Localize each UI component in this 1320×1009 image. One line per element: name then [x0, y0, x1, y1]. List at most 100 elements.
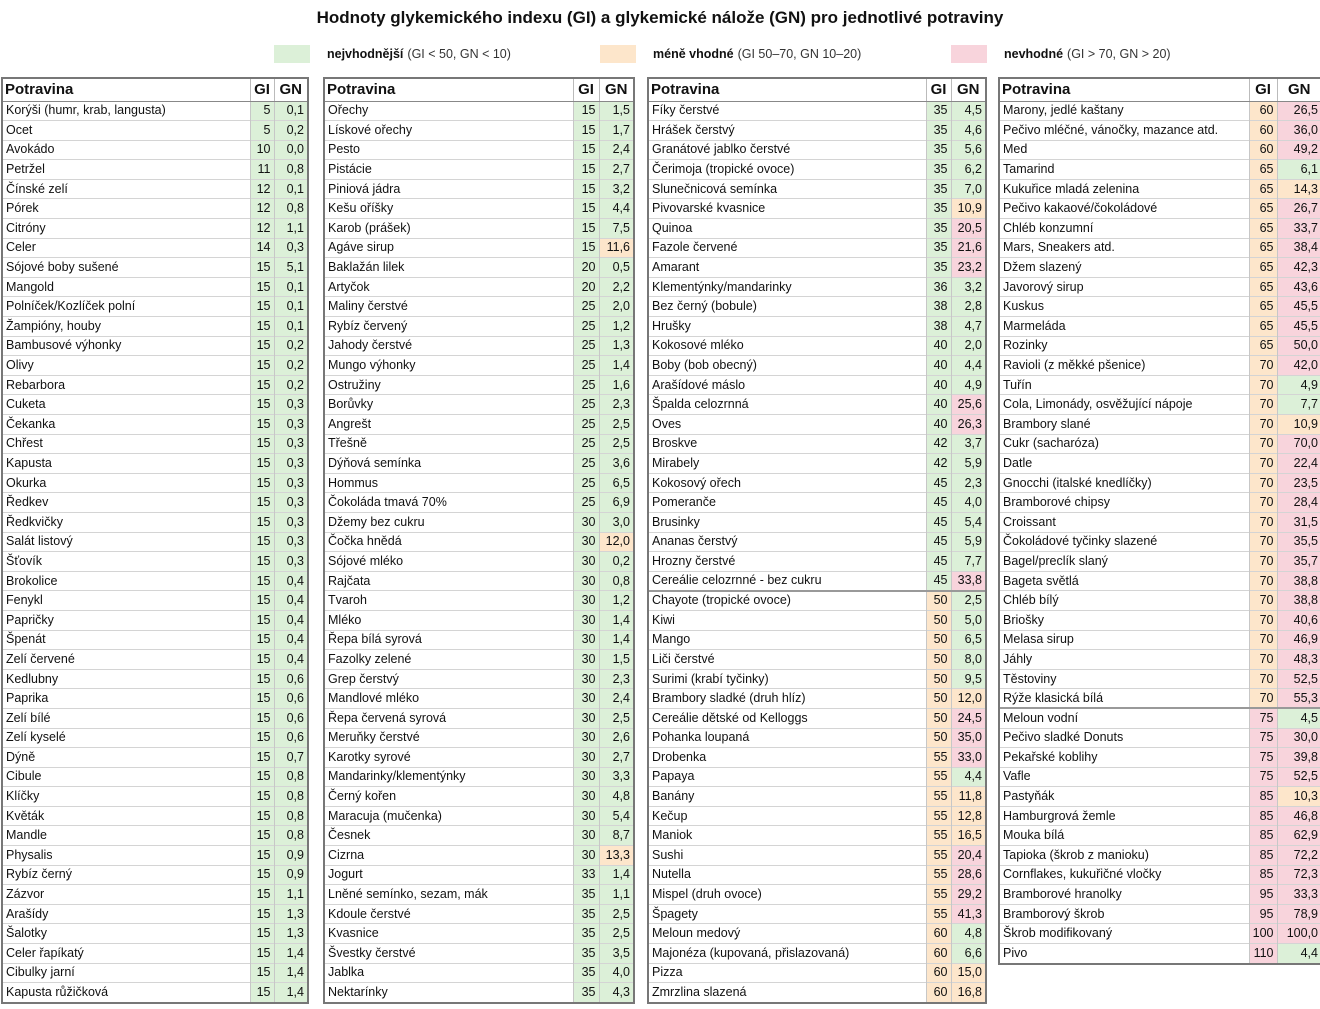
food-name: Mangold [3, 276, 250, 297]
legend-label: nevhodné [1004, 47, 1064, 61]
gi-value: 70 [1248, 492, 1277, 513]
table-row: Hrozny čerstvé 45 7,7 [649, 551, 985, 572]
gi-value: 30 [572, 688, 599, 709]
food-name: Chřest [3, 433, 250, 454]
table-row: Čokoládové tyčinky slazené 70 35,5 [1000, 531, 1320, 552]
table-row: Celer řapíkatý 15 1,4 [3, 943, 307, 964]
table-row: Špalda celozrnná 40 25,6 [649, 394, 985, 415]
header-food: Potravina [3, 79, 250, 102]
table-row: Pečivo sladké Donuts 75 30,0 [1000, 727, 1320, 748]
gn-value: 38,8 [1276, 570, 1320, 591]
gn-value: 2,5 [598, 923, 633, 944]
gn-value: 46,8 [1276, 805, 1320, 826]
gi-value: 35 [572, 982, 599, 1003]
gi-value: 36 [925, 276, 951, 297]
food-name: Kiwi [649, 609, 926, 631]
table-row: Melasa sirup 70 46,9 [1000, 629, 1320, 650]
table-row: Mouka bílá 85 62,9 [1000, 825, 1320, 846]
gn-value: 1,4 [598, 629, 633, 650]
gn-value: 1,2 [598, 590, 633, 611]
gn-value: 4,4 [950, 355, 985, 376]
gi-value: 12 [249, 218, 274, 239]
table-row: Agáve sirup 15 11,6 [325, 237, 633, 258]
gi-value: 25 [572, 394, 599, 415]
table-row: Maliny čerstvé 25 2,0 [325, 296, 633, 317]
table-row: Pistácie 15 2,7 [325, 159, 633, 180]
food-name: Kdoule čerstvé [325, 903, 573, 924]
gi-value: 55 [925, 825, 951, 846]
table-row: Nutella 55 28,6 [649, 864, 985, 885]
food-name: Tamarind [1000, 159, 1249, 180]
food-name: Bagel/preclík slaný [1000, 551, 1249, 572]
gn-value: 0,4 [273, 629, 307, 650]
legend-desc: (GI 50–70, GN 10–20) [737, 47, 862, 61]
gn-value: 16,8 [950, 982, 985, 1003]
gi-value: 35 [925, 178, 951, 199]
header-gn: GN [950, 79, 985, 102]
food-name: Černý kořen [325, 786, 573, 807]
gi-value: 15 [249, 707, 274, 728]
food-name: Gnocchi (italské knedlíčky) [1000, 472, 1249, 493]
food-name: Hrušky [649, 316, 926, 337]
food-name: Nutella [649, 864, 926, 885]
gn-value: 5,1 [273, 257, 307, 278]
gi-value: 35 [925, 120, 951, 141]
food-name: Pečivo mléčné, vánočky, mazance atd. [1000, 120, 1249, 141]
table-row: Amarant 35 23,2 [649, 257, 985, 278]
table-row: Zázvor 15 1,1 [3, 884, 307, 905]
gi-value: 55 [925, 903, 951, 924]
gi-value: 38 [925, 316, 951, 337]
gn-value: 4,3 [598, 982, 633, 1003]
food-name: Hommus [325, 472, 573, 493]
food-name: Meruňky čerstvé [325, 727, 573, 748]
gn-value: 2,6 [598, 727, 633, 748]
food-name: Fazole červené [649, 237, 926, 258]
gi-value: 30 [572, 629, 599, 650]
gi-value: 95 [1248, 884, 1277, 905]
table-row: Pivo 110 4,4 [1000, 943, 1320, 964]
gi-value: 55 [925, 747, 951, 768]
table-row: Javorový sirup 65 43,6 [1000, 276, 1320, 297]
gi-value: 40 [925, 355, 951, 376]
table-row: Ořechy 15 1,5 [325, 100, 633, 121]
food-table: Potravina GI GN Fíky čerstvé 35 4,5 Hrášek čer… [647, 77, 987, 1005]
header-gn: GN [273, 79, 307, 102]
gi-value: 15 [249, 766, 274, 787]
gi-value: 42 [925, 453, 951, 474]
gn-value: 0,1 [273, 276, 307, 297]
food-name: Ořechy [325, 100, 573, 121]
food-name: Čekanka [3, 414, 250, 435]
food-name: Džem slazený [1000, 257, 1249, 278]
gn-value: 3,2 [950, 276, 985, 297]
gi-value: 35 [925, 198, 951, 219]
header-gn: GN [1276, 79, 1320, 102]
gn-value: 10,9 [1276, 414, 1320, 435]
gi-value: 25 [572, 492, 599, 513]
table-row: Sójové boby sušené 15 5,1 [3, 257, 307, 278]
table-row: Mispel (druh ovoce) 55 29,2 [649, 884, 985, 905]
gn-value: 2,5 [598, 433, 633, 454]
gn-value: 1,4 [273, 943, 307, 964]
gn-value: 16,5 [950, 825, 985, 846]
gn-value: 30,0 [1276, 727, 1320, 748]
table-row: Nektarínky 35 4,3 [325, 982, 633, 1003]
gi-value: 35 [572, 884, 599, 905]
food-name: Fazolky zelené [325, 649, 573, 670]
gi-value: 30 [572, 531, 599, 552]
food-name: Řepa červená syrová [325, 707, 573, 728]
food-name: Rajčata [325, 570, 573, 591]
gn-value: 0,8 [598, 570, 633, 591]
gi-value: 11 [249, 159, 274, 180]
gn-value: 0,8 [273, 805, 307, 826]
gi-value: 15 [249, 688, 274, 709]
table-row: Dýně 15 0,7 [3, 747, 307, 768]
gn-value: 26,3 [950, 414, 985, 435]
table-row: Ananas čerstvý 45 5,9 [649, 531, 985, 552]
gi-value: 15 [249, 805, 274, 826]
table-row: Lískové ořechy 15 1,7 [325, 120, 633, 141]
food-name: Chléb bílý [1000, 590, 1249, 611]
gn-value: 1,3 [273, 903, 307, 924]
gn-value: 0,3 [273, 237, 307, 258]
food-name: Fenykl [3, 590, 250, 611]
food-name: Bramborové hranolky [1000, 884, 1249, 905]
